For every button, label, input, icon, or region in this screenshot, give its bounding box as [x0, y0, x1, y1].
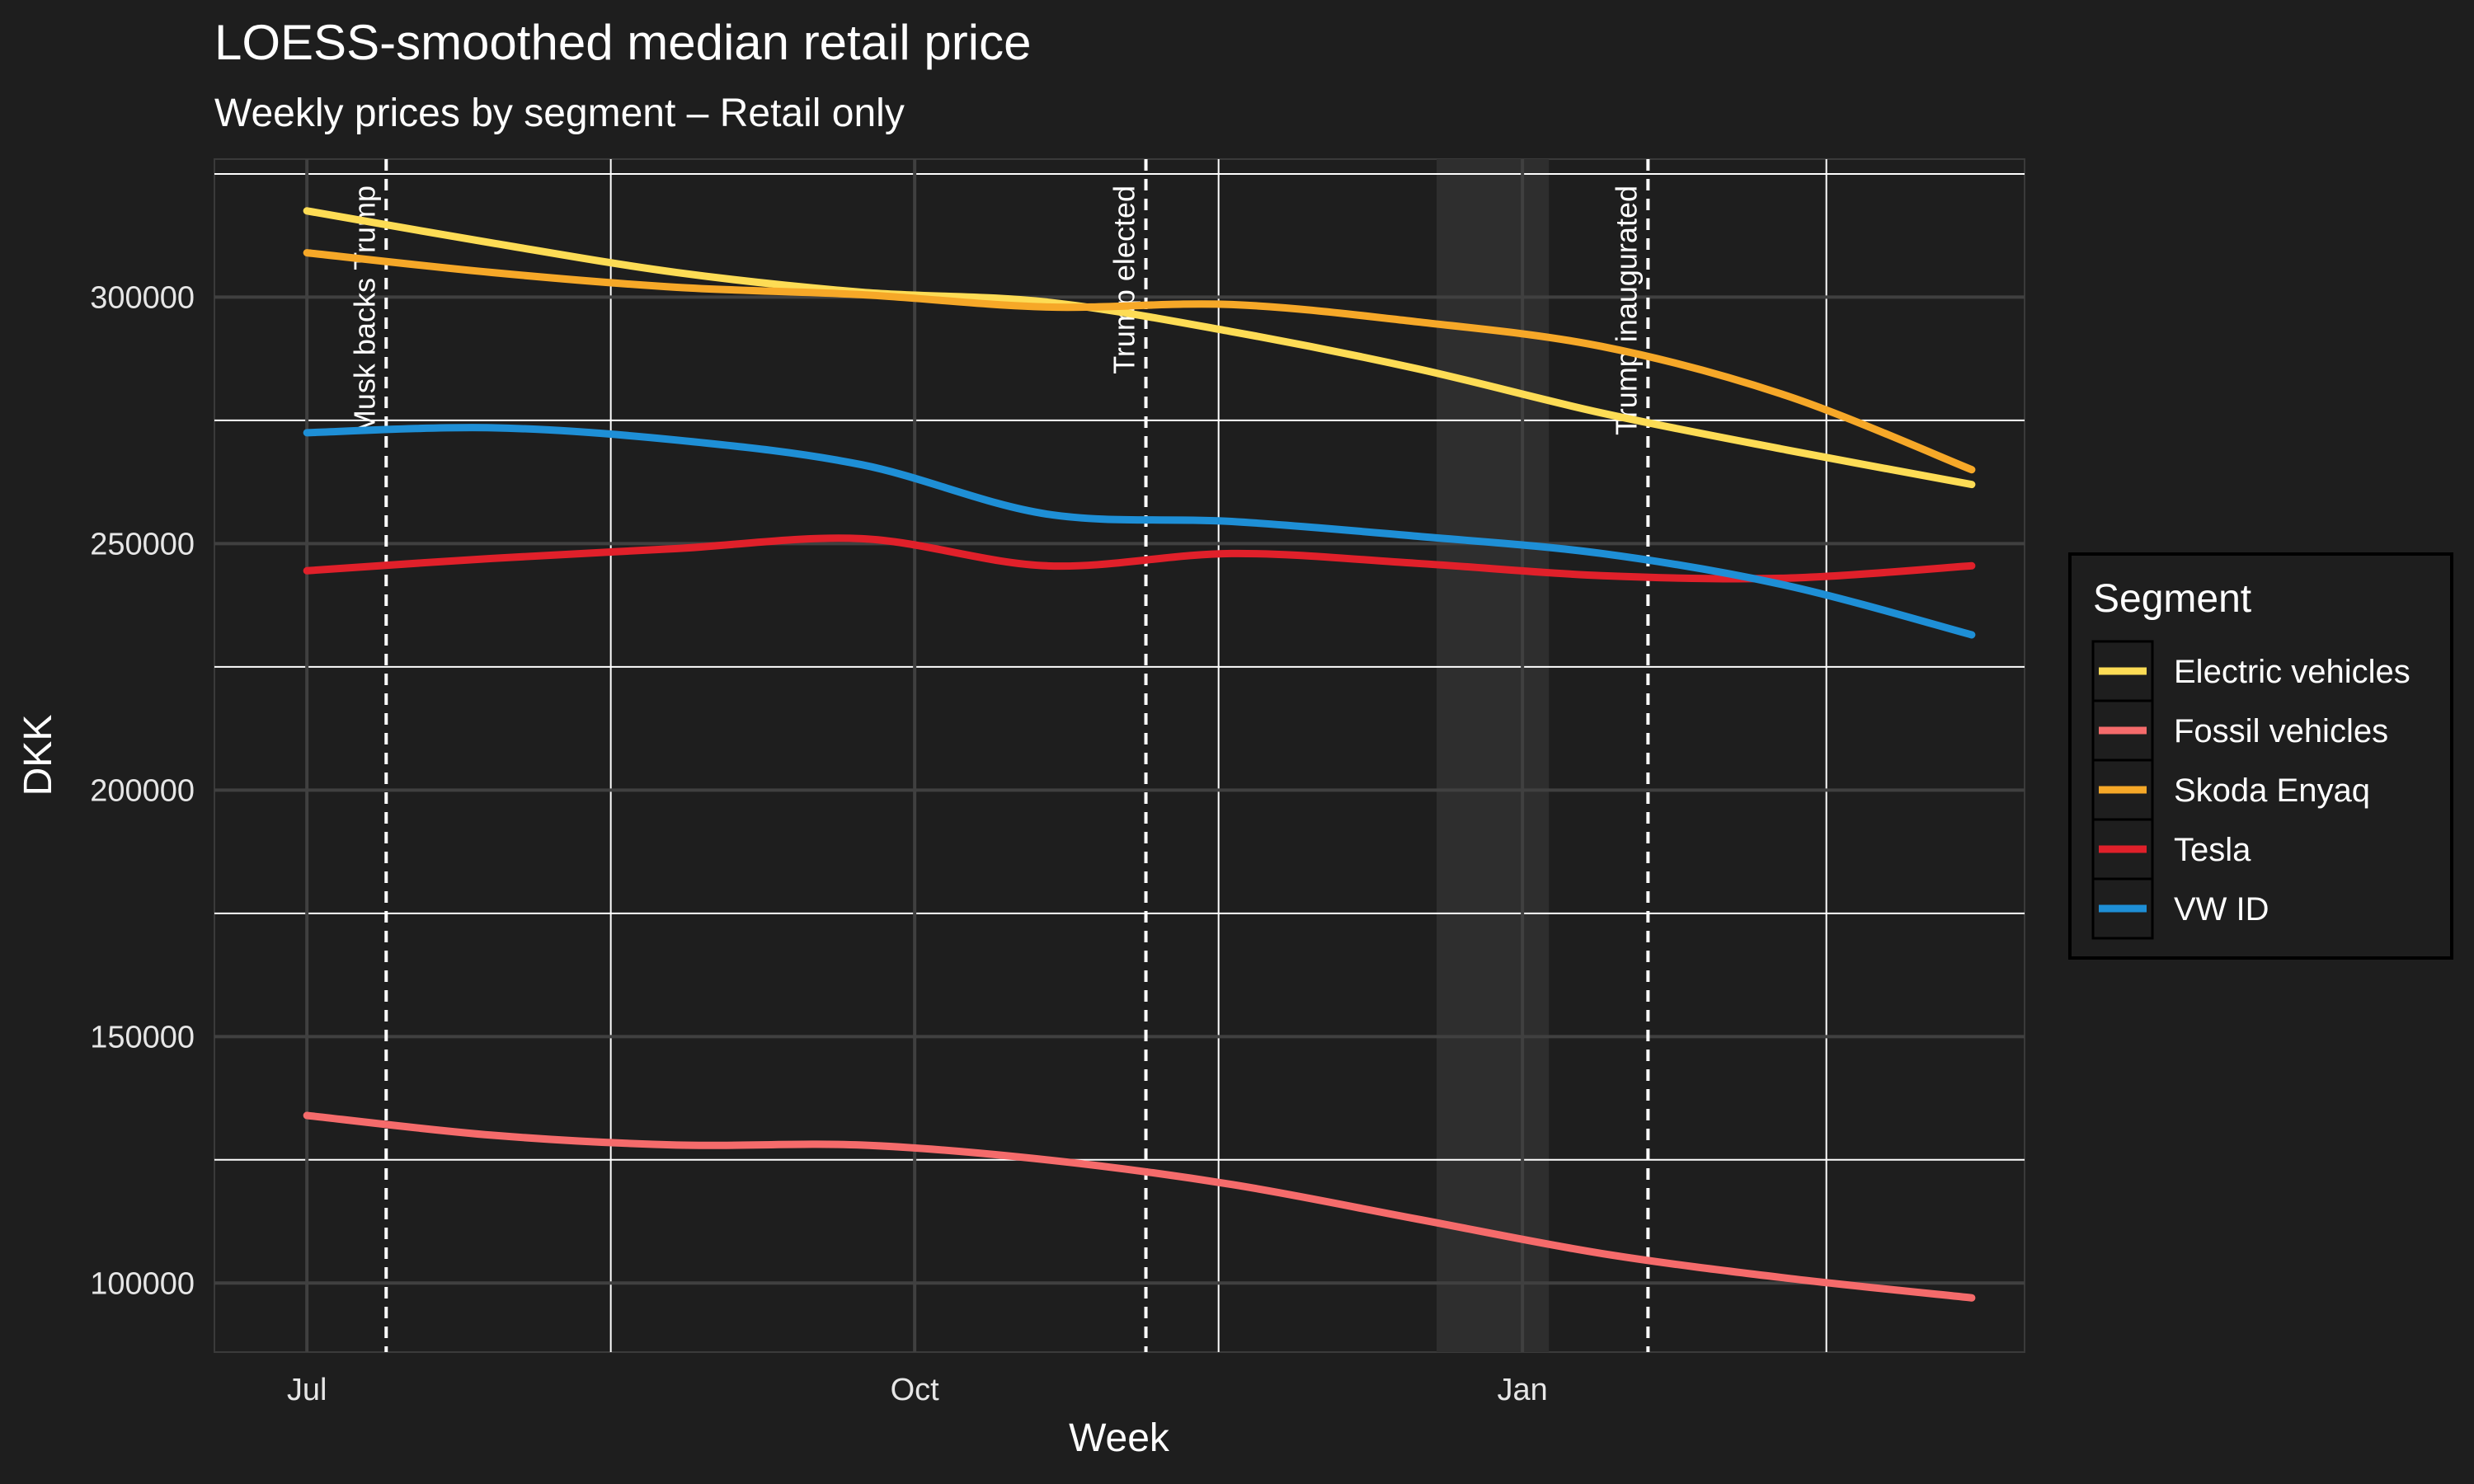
legend-label: VW ID — [2174, 891, 2269, 928]
series-lines — [303, 207, 1976, 1302]
event-label: Trump elected — [1108, 186, 1141, 374]
legend-label: Tesla — [2174, 832, 2251, 868]
legend: Segment Electric vehicles Fossil vehicles… — [2068, 552, 2453, 960]
event-label: Musk backs Trump — [347, 186, 381, 434]
holiday-shading — [1437, 159, 1550, 1352]
chart-title: LOESS-smoothed median retail price — [214, 15, 1031, 70]
y-tick-label: 100000 — [90, 1266, 195, 1301]
legend-label: Electric vehicles — [2174, 654, 2411, 690]
x-tick-label: Jan — [1498, 1373, 1548, 1407]
series-line — [303, 424, 1976, 639]
plot-panel — [214, 158, 2025, 1353]
legend-title: Segment — [2093, 577, 2251, 621]
x-tick-label: Oct — [891, 1373, 940, 1407]
y-tick-label: 200000 — [90, 773, 195, 808]
legend-items: Electric vehicles Fossil vehicles Skoda En… — [2091, 640, 2411, 940]
series-line — [303, 534, 1976, 583]
series-line — [303, 207, 1976, 489]
chart-subtitle: Weekly prices by segment – Retail only — [214, 92, 905, 135]
y-axis-ticks: 100000 150000 200000 250000 300000 — [90, 280, 195, 1301]
event-label: Trump inaugurated — [1609, 186, 1643, 435]
x-axis-ticks: Jul Oct Jan — [287, 1373, 1548, 1407]
legend-label: Fossil vehicles — [2174, 713, 2388, 749]
y-tick-label: 150000 — [90, 1020, 195, 1054]
x-tick-label: Jul — [287, 1373, 327, 1407]
major-gridlines — [214, 159, 2025, 1352]
legend-label: Skoda Enyaq — [2174, 773, 2370, 809]
event-markers: Musk backs Trump Trump elected Trump inaug… — [347, 159, 1650, 1352]
y-axis-title: DKK — [16, 715, 60, 796]
y-tick-label: 250000 — [90, 527, 195, 561]
x-axis-title: Week — [1069, 1416, 1170, 1460]
series-line — [303, 1111, 1976, 1302]
series-line — [303, 249, 1976, 474]
y-tick-label: 300000 — [90, 280, 195, 315]
minor-gridlines — [214, 159, 2025, 1352]
